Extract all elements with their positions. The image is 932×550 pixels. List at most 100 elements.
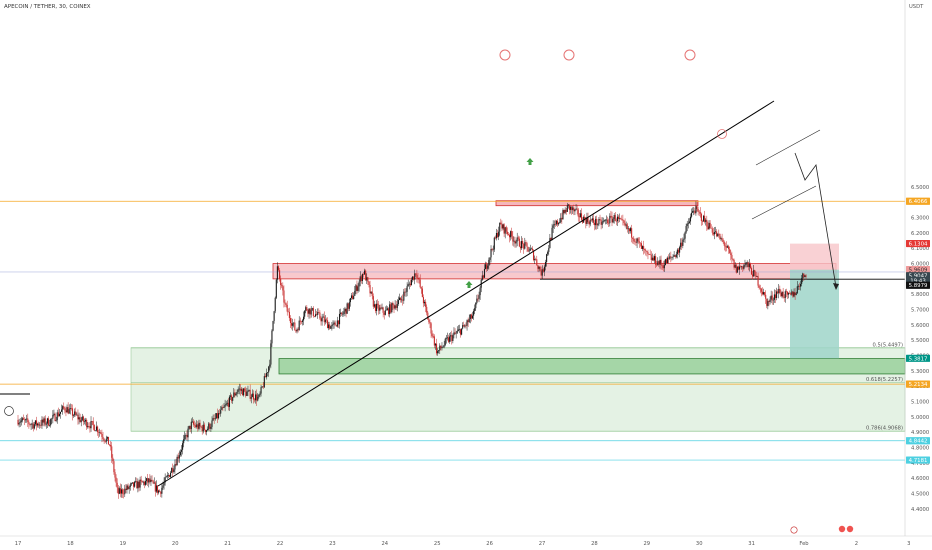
candle-body xyxy=(384,310,386,315)
candle-body xyxy=(75,411,77,415)
candle-body xyxy=(396,304,398,308)
candle-body xyxy=(685,226,687,233)
candle-body xyxy=(139,479,141,488)
candle-body xyxy=(717,233,719,237)
candle-body xyxy=(360,276,362,281)
candle-body xyxy=(370,291,372,294)
candle-body xyxy=(320,318,322,322)
candle-body xyxy=(603,220,605,222)
candle-body xyxy=(724,245,726,247)
candle-body xyxy=(83,421,86,423)
candle-body xyxy=(772,299,774,301)
candle-body xyxy=(130,483,132,485)
price-tick-label: 5.8000 xyxy=(911,292,929,298)
candle-body xyxy=(150,479,152,483)
candle-body xyxy=(43,418,45,423)
candle-body xyxy=(214,418,216,420)
candle-body xyxy=(353,295,355,300)
candle-body xyxy=(407,284,409,287)
candle-body xyxy=(617,216,620,219)
price-tick-label: 5.3000 xyxy=(911,369,929,375)
candle-body xyxy=(318,312,320,313)
candle-body xyxy=(544,262,547,267)
candle-body xyxy=(483,269,486,278)
candle-body xyxy=(432,336,434,337)
candle-body xyxy=(188,425,190,429)
candle-body xyxy=(590,219,592,221)
candle-body xyxy=(184,435,186,440)
price-tick-label: 4.8000 xyxy=(911,446,929,452)
price-badge-text: 6.4066 xyxy=(909,199,928,205)
candle-body xyxy=(698,211,700,213)
candle-body xyxy=(794,292,796,296)
candle-body xyxy=(110,445,112,447)
candle-body xyxy=(489,257,491,260)
candle-body xyxy=(222,407,224,408)
candle-body xyxy=(175,464,177,466)
candle-body xyxy=(190,421,192,430)
candle-body xyxy=(487,265,489,269)
candle-body xyxy=(784,291,786,298)
channel-upper xyxy=(755,129,821,166)
candle-body xyxy=(708,222,710,230)
candle-body xyxy=(34,420,36,425)
candle-body xyxy=(584,216,586,220)
candle-body xyxy=(592,218,595,223)
candle-body xyxy=(406,286,408,292)
price-badge xyxy=(906,281,930,289)
candle-body xyxy=(86,419,88,428)
candle-body xyxy=(111,446,113,458)
candle-body xyxy=(758,285,760,288)
candle-body xyxy=(373,304,375,307)
candle-body xyxy=(195,425,197,427)
candle-body xyxy=(70,408,72,409)
candle-body xyxy=(417,278,419,279)
candle-body xyxy=(235,393,237,396)
candle-body xyxy=(163,482,165,486)
candle-body xyxy=(73,415,75,416)
candle-body xyxy=(55,420,57,422)
candle-body xyxy=(345,308,347,314)
candle-body xyxy=(754,270,756,273)
candle-body xyxy=(343,311,345,314)
candle-body xyxy=(515,241,517,244)
candle-body xyxy=(729,249,731,254)
candle-body xyxy=(457,329,459,332)
candle-body xyxy=(342,313,344,315)
candle-body xyxy=(102,436,104,440)
candle-body xyxy=(330,326,332,329)
candle-body xyxy=(699,212,701,214)
candle-body xyxy=(95,426,98,431)
candle-body xyxy=(667,257,669,264)
candle-body xyxy=(732,258,734,261)
candle-body xyxy=(649,254,651,255)
candle-body xyxy=(155,485,157,492)
candle-body xyxy=(495,233,498,239)
candle-body xyxy=(433,336,435,346)
support-zone xyxy=(278,358,906,375)
candle-body xyxy=(44,418,46,425)
candle-body xyxy=(362,274,365,275)
candle-body xyxy=(567,204,569,206)
candle-body xyxy=(517,237,519,239)
candle-body xyxy=(609,215,611,224)
price-tick-label: 5.1000 xyxy=(911,400,929,406)
candle-body xyxy=(144,481,147,485)
candle-body xyxy=(100,432,102,434)
candle-body xyxy=(474,308,476,311)
candle-body xyxy=(518,238,520,247)
candle-body xyxy=(695,206,697,214)
candle-body xyxy=(770,295,772,300)
candle-body xyxy=(89,426,91,429)
candle-body xyxy=(475,302,477,309)
candle-body xyxy=(504,227,506,234)
candle-body xyxy=(35,420,38,426)
candle-body xyxy=(319,312,321,319)
candle-body xyxy=(665,259,668,264)
candle-body xyxy=(33,424,35,429)
candle-body xyxy=(234,392,236,396)
candle-body xyxy=(661,264,663,266)
candle-body xyxy=(805,275,807,277)
candle-body xyxy=(611,216,613,223)
